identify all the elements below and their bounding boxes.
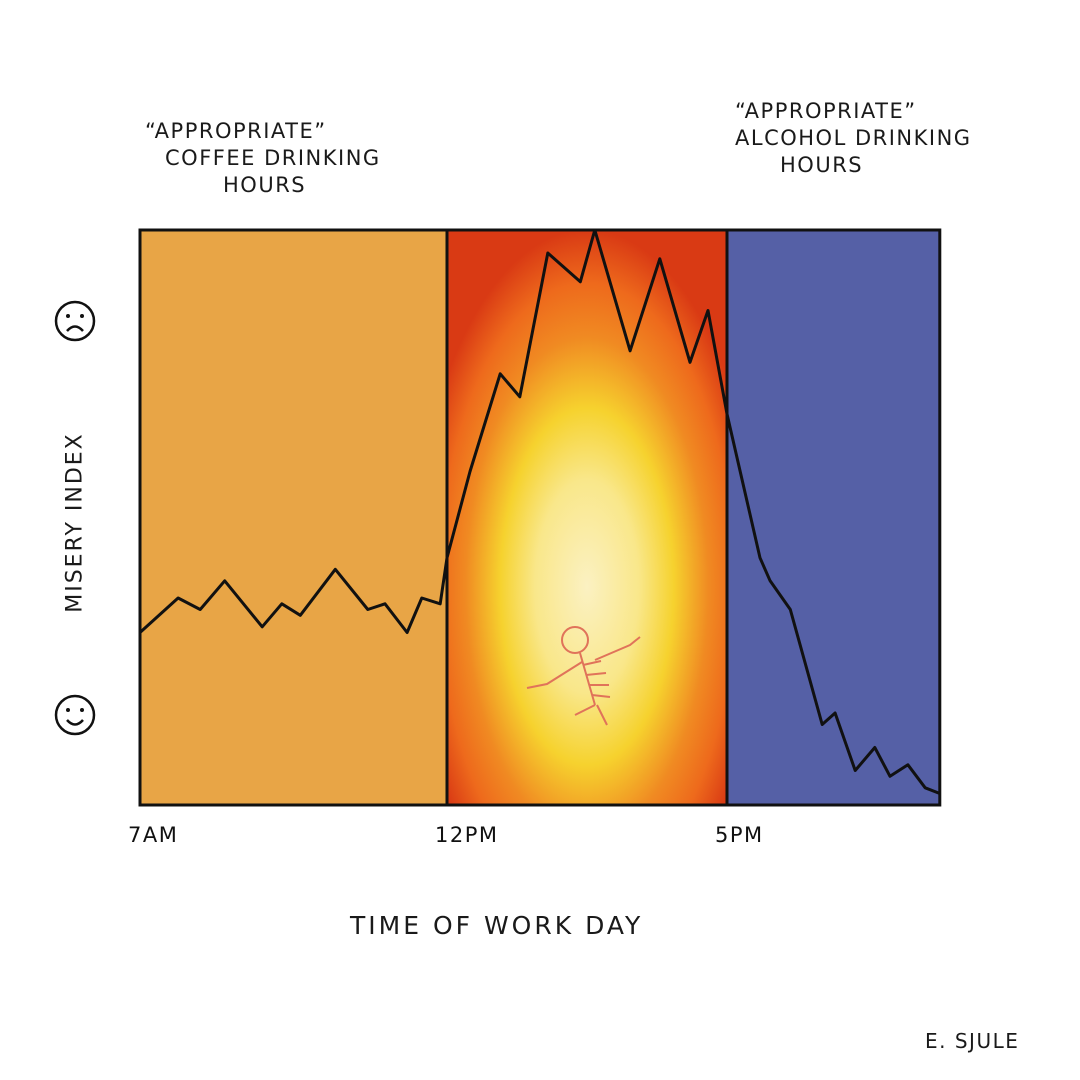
alcohol-annotation-line-2: alcohol drinking bbox=[735, 126, 972, 150]
skeleton-illustration bbox=[526, 626, 641, 726]
region-fire bbox=[447, 230, 727, 805]
misery-line bbox=[138, 228, 941, 795]
region-coffee bbox=[140, 230, 447, 805]
alcohol-annotation-line-1: “Appropriate” bbox=[735, 99, 917, 123]
signature: E. Sjule bbox=[925, 1029, 1020, 1053]
x-tick-label: 12PM bbox=[435, 823, 499, 847]
coffee-annotation-line-2: coffee drinking bbox=[165, 146, 381, 170]
x-tick-label: 5PM bbox=[715, 823, 764, 847]
x-axis-label: Time of work day bbox=[350, 911, 644, 940]
coffee-annotation-line-1: “Appropriate” bbox=[145, 119, 327, 143]
coffee-annotation: “Appropriate” coffee drinking hours bbox=[145, 118, 381, 199]
alcohol-annotation-line-3: hours bbox=[780, 153, 864, 177]
happy-face-icon bbox=[54, 694, 96, 736]
x-tick-label: 7AM bbox=[128, 823, 178, 847]
chart-frame bbox=[138, 228, 942, 807]
sad-face-icon bbox=[54, 300, 96, 342]
coffee-annotation-line-3: hours bbox=[223, 173, 307, 197]
y-axis-label: Misery index bbox=[62, 432, 88, 613]
region-alcohol bbox=[727, 230, 940, 805]
alcohol-annotation: “Appropriate” alcohol drinking hours bbox=[735, 98, 972, 179]
